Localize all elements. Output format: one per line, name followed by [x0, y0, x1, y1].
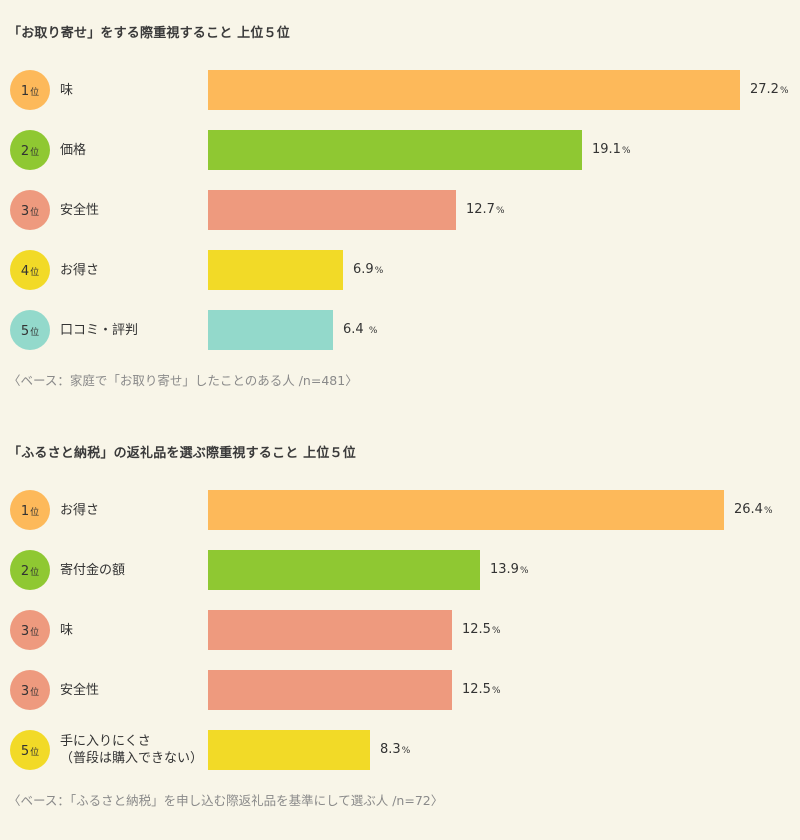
rank-number: 1 — [20, 84, 30, 99]
percent-unit: % — [621, 146, 631, 156]
category-label: お得さ — [60, 502, 100, 518]
rank-badge: 3位 — [10, 670, 50, 710]
rank-number: 3 — [20, 204, 30, 219]
bar-row: 3位 安全性 12.7% — [0, 190, 800, 230]
rank-number: 5 — [20, 744, 30, 759]
percent-unit: % — [368, 326, 378, 336]
value-label: 12.5% — [462, 610, 501, 650]
bar-row: 3位 安全性 12.5% — [0, 670, 800, 710]
rank-number: 3 — [20, 684, 30, 699]
value-label: 6.4 % — [343, 310, 377, 350]
category-label: 安全性 — [60, 202, 100, 218]
bar — [208, 610, 452, 650]
percent-unit: % — [779, 86, 789, 96]
bar — [208, 730, 370, 770]
rank-suffix: 位 — [30, 148, 40, 158]
rank-badge: 1位 — [10, 70, 50, 110]
percent-unit: % — [491, 626, 501, 636]
rank-suffix: 位 — [30, 508, 40, 518]
bar — [208, 670, 452, 710]
value-label: 8.3% — [380, 730, 410, 770]
rank-suffix: 位 — [30, 628, 40, 638]
rank-number: 2 — [20, 144, 30, 159]
bar — [208, 70, 740, 110]
bar-row: 3位味 12.5% — [0, 610, 800, 650]
rank-number: 4 — [20, 264, 30, 279]
category-label: 安全性 — [60, 682, 100, 698]
value-number: 12.7 — [466, 202, 495, 217]
rank-badge: 4位 — [10, 250, 50, 290]
rank-suffix: 位 — [30, 568, 40, 578]
footnote-furusato-nozei: 〈ベース：「ふるさと納税」を申し込む際返礼品を基準にして選ぶ人 /n=72〉 — [8, 793, 444, 808]
category-label: 味 — [60, 622, 74, 638]
value-number: 6.4 — [343, 322, 368, 337]
rank-suffix: 位 — [30, 268, 40, 278]
rank-suffix: 位 — [30, 748, 40, 758]
value-number: 12.5 — [462, 682, 491, 697]
bar-row: 5位 口コミ・評判 6.4 % — [0, 310, 800, 350]
category-label: お得さ — [60, 262, 100, 278]
percent-unit: % — [374, 266, 384, 276]
bar — [208, 310, 333, 350]
footnote-otoriyose: 〈ベース：家庭で「お取り寄せ」したことのある人 /n=481〉 — [8, 373, 358, 388]
value-number: 13.9 — [490, 562, 519, 577]
percent-unit: % — [401, 746, 411, 756]
rank-suffix: 位 — [30, 328, 40, 338]
bar-row: 1位 お得さ 26.4% — [0, 490, 800, 530]
rank-number: 2 — [20, 564, 30, 579]
value-number: 6.9 — [353, 262, 374, 277]
category-label: 口コミ・評判 — [60, 322, 139, 338]
rank-badge: 5位 — [10, 730, 50, 770]
bar — [208, 130, 582, 170]
rank-badge: 3位 — [10, 610, 50, 650]
category-label: 手に入りにくさ （普段は購入できない） — [60, 734, 204, 766]
value-label: 27.2% — [750, 70, 789, 110]
chart-title: 「ふるさと納税」の返礼品を選ぶ際重視すること 上位５位 — [8, 446, 356, 461]
rank-suffix: 位 — [30, 208, 40, 218]
value-number: 19.1 — [592, 142, 621, 157]
bar-row: 4位 お得さ 6.9% — [0, 250, 800, 290]
rank-badge: 5位 — [10, 310, 50, 350]
category-label: 価格 — [60, 142, 87, 158]
rank-badge: 1位 — [10, 490, 50, 530]
value-label: 19.1% — [592, 130, 631, 170]
rank-number: 3 — [20, 624, 30, 639]
category-label: 味 — [60, 82, 74, 98]
percent-unit: % — [763, 506, 773, 516]
value-label: 12.5% — [462, 670, 501, 710]
value-label: 13.9% — [490, 550, 529, 590]
bar-row: 2位 価格 19.1% — [0, 130, 800, 170]
bar — [208, 550, 480, 590]
value-label: 26.4% — [734, 490, 773, 530]
percent-unit: % — [495, 206, 505, 216]
rank-suffix: 位 — [30, 88, 40, 98]
rank-number: 1 — [20, 504, 30, 519]
chart-title: 「お取り寄せ」をする際重視すること 上位５位 — [8, 26, 290, 41]
bar — [208, 190, 456, 230]
value-number: 8.3 — [380, 742, 401, 757]
value-number: 26.4 — [734, 502, 763, 517]
percent-unit: % — [491, 686, 501, 696]
rank-badge: 3位 — [10, 190, 50, 230]
value-label: 12.7% — [466, 190, 505, 230]
value-number: 12.5 — [462, 622, 491, 637]
percent-unit: % — [519, 566, 529, 576]
rank-badge: 2位 — [10, 550, 50, 590]
bar — [208, 250, 343, 290]
bar-row: 5位 手に入りにくさ （普段は購入できない） 8.3% — [0, 730, 800, 770]
rank-number: 5 — [20, 324, 30, 339]
bar — [208, 490, 724, 530]
value-number: 27.2 — [750, 82, 779, 97]
bar-row: 1位味 27.2% — [0, 70, 800, 110]
value-label: 6.9% — [353, 250, 383, 290]
bar-row: 2位 寄付金の額 13.9% — [0, 550, 800, 590]
category-label: 寄付金の額 — [60, 562, 126, 578]
rank-badge: 2位 — [10, 130, 50, 170]
rank-suffix: 位 — [30, 688, 40, 698]
